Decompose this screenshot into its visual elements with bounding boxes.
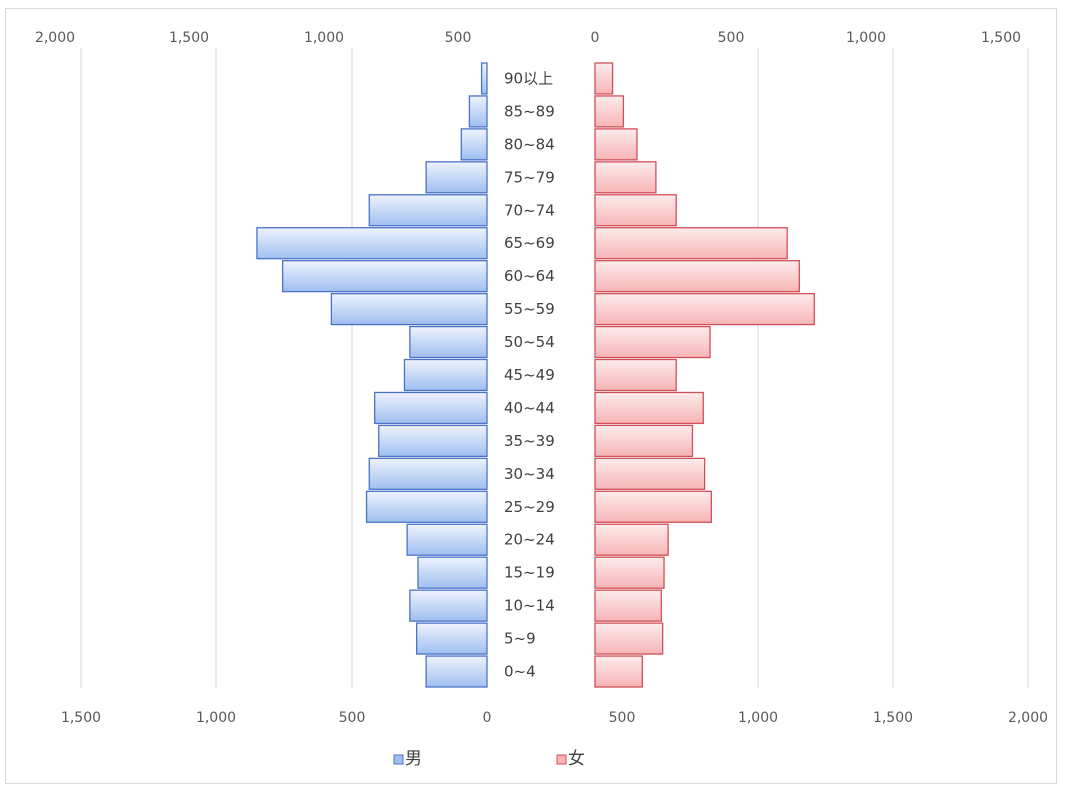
top-tick-label: 1,000 — [846, 30, 886, 46]
male-bar — [256, 227, 488, 260]
age-group-label: 5~9 — [504, 630, 536, 648]
female-bar — [594, 391, 704, 425]
chart-frame — [5, 8, 1057, 784]
age-group-label: 55~59 — [504, 300, 555, 318]
male-bar — [330, 292, 488, 326]
bottom-tick-label: 1,000 — [196, 710, 236, 726]
age-group-label: 45~49 — [504, 366, 555, 384]
top-tick-label: 2,000 — [35, 30, 75, 46]
female-bar — [594, 622, 664, 655]
age-group-label: 65~69 — [504, 234, 555, 252]
female-bar — [594, 358, 677, 392]
age-group-label: 50~54 — [504, 333, 555, 351]
bottom-tick-label: 1,000 — [738, 710, 778, 726]
age-group-label: 20~24 — [504, 531, 555, 549]
top-tick-label: 1,500 — [981, 30, 1021, 46]
female-bar — [594, 655, 644, 688]
age-group-label: 0~4 — [504, 663, 536, 681]
age-group-label: 25~29 — [504, 498, 555, 516]
female-bar — [594, 325, 711, 359]
female-bar — [594, 128, 638, 161]
top-tick-label: 1,500 — [169, 30, 209, 46]
age-group-label: 60~64 — [504, 267, 555, 285]
age-group-label: 40~44 — [504, 399, 555, 417]
male-bar — [425, 161, 488, 194]
male-bar — [425, 655, 488, 688]
male-bar — [409, 325, 488, 359]
gridlines — [80, 48, 1029, 688]
female-bar — [594, 161, 657, 194]
age-group-label: 80~84 — [504, 135, 555, 153]
female-bar — [594, 292, 815, 326]
bottom-tick-label: 1,500 — [61, 710, 101, 726]
legend: 男女 — [393, 749, 585, 769]
top-tick-label: 0 — [591, 30, 600, 46]
female-bar — [594, 95, 625, 128]
legend-swatch-female — [556, 754, 567, 765]
female-series — [594, 62, 815, 688]
male-bar — [415, 622, 488, 655]
top-tick-label: 500 — [718, 30, 745, 46]
male-bar — [417, 556, 488, 589]
male-bar — [281, 260, 488, 293]
age-group-label: 70~74 — [504, 201, 555, 219]
bottom-tick-label: 0 — [483, 710, 492, 726]
age-group-label: 85~89 — [504, 102, 555, 120]
top-tick-label: 1,000 — [304, 30, 344, 46]
female-bar — [594, 490, 713, 523]
male-bar — [460, 128, 488, 161]
bottom-tick-label: 2,000 — [1008, 710, 1048, 726]
male-bar — [368, 194, 488, 227]
top-tick-label: 500 — [445, 30, 472, 46]
legend-label-female: 女 — [568, 749, 585, 769]
age-group-label: 10~14 — [504, 597, 555, 615]
bottom-tick-label: 1,500 — [873, 710, 913, 726]
age-group-label: 15~19 — [504, 564, 555, 582]
male-bar — [365, 490, 488, 523]
female-bar — [594, 194, 677, 227]
female-bar — [594, 556, 665, 589]
bottom-tick-label: 500 — [609, 710, 636, 726]
male-series — [256, 62, 488, 688]
age-group-label: 90以上 — [504, 69, 553, 87]
legend-swatch-male — [393, 754, 404, 765]
age-group-label: 35~39 — [504, 432, 555, 450]
male-bar — [406, 523, 488, 556]
male-bar — [403, 358, 488, 392]
female-bar — [594, 523, 669, 556]
male-bar — [409, 589, 488, 622]
bottom-axis: 1,500 1,000 500 0 500 1,000 1,500 2,000 — [61, 710, 1048, 726]
age-group-label: 30~34 — [504, 465, 555, 483]
female-bar — [594, 424, 694, 458]
male-bar — [368, 457, 488, 490]
female-bar — [594, 227, 788, 260]
bottom-tick-label: 500 — [339, 710, 366, 726]
female-bar — [594, 260, 801, 293]
age-group-label: 75~79 — [504, 168, 555, 186]
female-bar — [594, 62, 614, 95]
male-bar — [378, 424, 488, 458]
male-bar — [374, 391, 488, 425]
male-bar — [480, 62, 488, 95]
category-labels: 0~4 5~9 10~14 15~19 20~24 25~29 30~34 35~39 40~4… — [504, 69, 555, 680]
female-bar — [594, 457, 706, 490]
legend-label-male: 男 — [405, 749, 422, 769]
female-bar — [594, 589, 662, 622]
male-bar — [468, 95, 488, 128]
top-axis: 2,000 1,500 1,000 500 0 500 1,000 1,500 — [35, 30, 1021, 46]
